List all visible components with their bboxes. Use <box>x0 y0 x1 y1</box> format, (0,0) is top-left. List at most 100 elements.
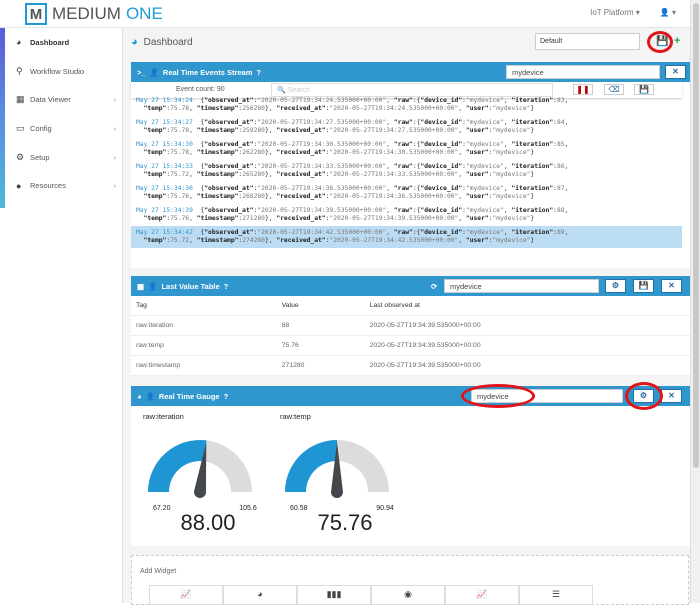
settings-button[interactable]: ⚙ <box>633 389 654 403</box>
help-icon[interactable]: ? <box>223 391 229 401</box>
sidebar: ◕ Dashboard ⚲ Workflow Studio ▦ Data Viewer › ▭… <box>0 28 123 603</box>
refresh-icon[interactable]: ⟳ <box>431 281 438 291</box>
timestamp: 256280 <box>242 105 265 112</box>
help-icon[interactable]: ? <box>223 281 229 291</box>
table-icon: ▦ <box>16 94 25 105</box>
page-scrollbar[interactable] <box>690 0 700 603</box>
add-widget-area: Add Widget 📈 ◕ ▮▮▮ ◉ 📈 ☰ <box>131 555 689 605</box>
close-button[interactable]: ✕ <box>661 279 682 293</box>
clear-button[interactable]: ⌫ <box>604 84 624 95</box>
save-log-button[interactable]: 💾 <box>634 84 654 95</box>
received-at: 2020-05-27T19:34:36.535000+00:00 <box>333 193 455 200</box>
device-id: mydevice <box>469 229 501 236</box>
device-select[interactable]: mydevice <box>444 279 599 293</box>
gauge-label: raw:temp <box>280 412 311 421</box>
logo[interactable]: M MEDIUM ONE <box>25 3 163 25</box>
temp: 75.76 <box>170 215 190 222</box>
add-widget-tile[interactable]: 📈 <box>445 585 519 605</box>
log-entry[interactable]: May 27 15:34:27 {"observed_at":"2020-05-… <box>136 119 569 134</box>
user: mydevice <box>496 127 527 134</box>
last-value-table: Tag Value Last observed at raw:iteration… <box>131 296 690 376</box>
log-timestamp: May 27 15:34:33 <box>136 163 193 170</box>
add-widget-tile[interactable]: ◕ <box>223 585 297 605</box>
device-id: mydevice <box>469 97 501 104</box>
close-button[interactable]: ✕ <box>661 389 682 403</box>
gauge-needle <box>331 442 343 498</box>
sidebar-item-label: Data Viewer <box>30 95 71 105</box>
sidebar-item-dashboard[interactable]: ◕ Dashboard <box>16 37 116 47</box>
sidebar-item-resources[interactable]: ● Resources › <box>16 181 116 191</box>
event-log[interactable]: May 27 15:34:24 {"observed_at":"2020-05-… <box>131 94 682 264</box>
table-cell: raw:temp <box>131 335 277 356</box>
gauge-max: 105.6 <box>239 505 257 512</box>
sidebar-item-label: Config <box>30 124 52 134</box>
add-widget-tile[interactable]: ◉ <box>371 585 445 605</box>
observed-at: 2020-05-27T19:34:42.535000+00:00 <box>261 229 383 236</box>
logo-mark: M <box>25 3 47 25</box>
platform-menu[interactable]: IoT Platform ▾ <box>590 8 640 17</box>
observed-at: 2020-05-27T19:34:27.535000+00:00 <box>261 119 383 126</box>
dashboard-icon: ◕ <box>137 391 142 401</box>
timestamp: 274280 <box>242 237 265 244</box>
gauge-max: 90.94 <box>376 505 394 512</box>
add-widget-tile[interactable]: 📈 <box>149 585 223 605</box>
received-at: 2020-05-27T19:34:24.535000+00:00 <box>333 105 455 112</box>
column-header-value: Value <box>276 296 365 316</box>
sitemap-icon: ⚲ <box>16 65 23 76</box>
sidebar-item-setup[interactable]: ⚙ Setup › <box>16 152 116 163</box>
user: mydevice <box>496 149 527 156</box>
dashboard-select[interactable]: Default <box>535 33 640 50</box>
add-dashboard-button[interactable]: + <box>674 35 681 47</box>
iteration: 88 <box>556 207 565 214</box>
panel-title: Last Value Table <box>161 281 220 291</box>
brand-name-accent: ONE <box>125 4 163 23</box>
last-value-table-panel: ▦ 👤 Last Value Table ? ⟳ mydevice ⚙ 💾 ✕ T… <box>131 276 690 376</box>
device-id: mydevice <box>469 163 501 170</box>
gauge-value: 88.00 <box>180 510 235 535</box>
panel-title: Real Time Gauge <box>158 391 220 401</box>
log-entry[interactable]: May 27 15:34:36 {"observed_at":"2020-05-… <box>136 185 569 200</box>
save-dashboard-button[interactable]: 💾 <box>656 36 669 47</box>
device-select[interactable]: mydevice <box>471 389 623 403</box>
user-icon: 👤 <box>148 281 158 291</box>
log-entry[interactable]: May 27 15:34:33 {"observed_at":"2020-05-… <box>136 163 569 178</box>
chevron-right-icon: › <box>113 95 117 105</box>
add-widget-tile[interactable]: ▮▮▮ <box>297 585 371 605</box>
table-cell: raw:iteration <box>131 315 277 336</box>
log-entry[interactable]: May 27 15:34:30 {"observed_at":"2020-05-… <box>136 141 569 156</box>
sidebar-item-workflow-studio[interactable]: ⚲ Workflow Studio <box>16 66 116 77</box>
gauge-needle <box>193 442 207 499</box>
settings-button[interactable]: ⚙ <box>605 279 626 293</box>
iteration: 87 <box>556 185 565 192</box>
sidebar-item-config[interactable]: ▭ Config › <box>16 123 116 134</box>
search-input[interactable]: 🔍 Search <box>271 83 553 97</box>
log-entry[interactable]: May 27 15:34:39 {"observed_at":"2020-05-… <box>136 207 569 222</box>
gauges: raw:iteration 67.20 105.6 88.00 raw:temp 60.5… <box>143 412 394 535</box>
user: mydevice <box>496 193 527 200</box>
log-timestamp: May 27 15:34:42 <box>136 229 193 236</box>
close-button[interactable]: ✕ <box>665 65 686 79</box>
info-icon: ● <box>16 180 22 191</box>
temp: 75.72 <box>170 171 190 178</box>
temp: 75.78 <box>170 105 190 112</box>
log-timestamp: May 27 15:34:27 <box>136 119 193 126</box>
table-row: raw:timestamp 271280 2020-05-27T19:34:39.5… <box>131 355 690 376</box>
save-button[interactable]: 💾 <box>633 279 654 293</box>
observed-at: 2020-05-27T19:34:36.535000+00:00 <box>261 185 383 192</box>
sidebar-item-data-viewer[interactable]: ▦ Data Viewer › <box>16 94 116 105</box>
table-row: raw:iteration 88 2020-05-27T19:34:39.53500… <box>131 315 690 336</box>
add-widget-tile[interactable]: ☰ <box>519 585 593 605</box>
iteration: 86 <box>556 163 565 170</box>
observed-at: 2020-05-27T19:34:33.535000+00:00 <box>261 163 383 170</box>
page-title: Dashboard <box>143 36 193 48</box>
help-icon[interactable]: ? <box>256 67 261 77</box>
table-cell: 2020-05-27T19:34:39.535000+00:00 <box>364 355 690 376</box>
user-menu[interactable]: 👤 ▾ <box>659 8 676 17</box>
gauge-fill <box>285 440 337 492</box>
gauge-min: 60.58 <box>290 505 308 512</box>
pause-button[interactable]: ❚❚ <box>573 84 593 95</box>
device-select[interactable]: mydevice <box>506 65 660 79</box>
chevron-right-icon: › <box>113 124 117 134</box>
log-entry[interactable]: May 27 15:34:42 {"observed_at":"2020-05-… <box>131 226 682 248</box>
log-entry[interactable]: May 27 15:34:24 {"observed_at":"2020-05-… <box>136 97 569 112</box>
